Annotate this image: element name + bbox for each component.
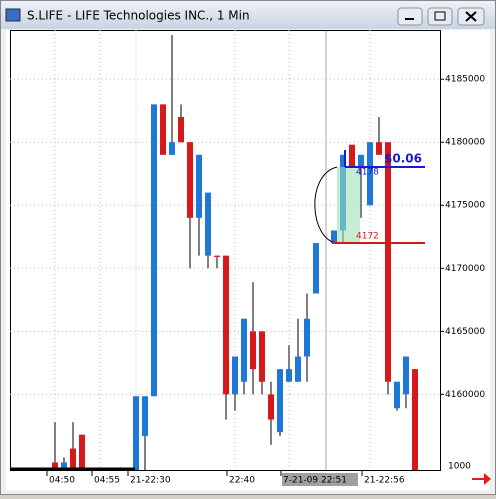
x-tick-label: 21-22:56: [364, 476, 405, 486]
candle-body: [205, 192, 211, 256]
x-tick-label: 7-21-09 22:51: [283, 476, 347, 486]
x-tick-label: 21-22:30: [130, 476, 171, 486]
candle-body: [151, 104, 157, 397]
close-icon: [465, 11, 477, 22]
candle-body: [214, 255, 220, 257]
candle-body: [142, 396, 148, 436]
candle-body: [304, 318, 310, 357]
window-buttons[interactable]: [397, 7, 485, 26]
candle-body: [61, 462, 67, 470]
minimize-button[interactable]: [397, 7, 423, 26]
selection-outline: [314, 166, 338, 244]
candle-body: [403, 356, 409, 395]
candle-body: [52, 462, 58, 470]
x-tick-label: 04:50: [49, 476, 75, 486]
candle-body: [277, 369, 283, 433]
maximize-icon: [434, 11, 446, 21]
candle-body: [331, 230, 337, 244]
candle-body: [358, 154, 364, 168]
candle-body: [187, 142, 193, 218]
candle-body: [376, 142, 382, 155]
y-tick-label: 4165000: [445, 327, 485, 337]
annotation: 4172: [356, 232, 379, 242]
candle-body: [349, 144, 355, 168]
candle-body: [160, 104, 166, 155]
candle-body: [241, 318, 247, 382]
candle-body: [169, 142, 175, 155]
candle-body: [250, 331, 256, 370]
cursor-label-bg: [282, 473, 358, 486]
candle-body: [367, 142, 373, 206]
candle-body: [259, 331, 265, 382]
maximize-button[interactable]: [427, 7, 453, 26]
x-tick-label: 04:55: [94, 476, 120, 486]
candle-body: [295, 356, 301, 382]
candle-body: [313, 243, 319, 294]
y-tick-label: 4180000: [445, 138, 485, 148]
y-tick-label: 4185000: [445, 75, 485, 85]
x-tick-label: 22:40: [229, 476, 255, 486]
y-tick-label: 4160000: [445, 390, 485, 400]
candle-body: [394, 381, 400, 409]
candle-body: [196, 154, 202, 218]
candle-body: [232, 356, 238, 395]
candle-body: [133, 396, 139, 470]
app-icon: [5, 8, 21, 22]
y-tick-label: 4175000: [445, 201, 485, 211]
scroll-arrow[interactable]: [472, 473, 491, 485]
volume-scale: 1000: [448, 462, 471, 472]
annotation: 4178: [356, 168, 379, 178]
window-title: S.LIFE - LIFE Technologies INC., 1 Min: [27, 9, 250, 23]
y-tick-label: 4170000: [445, 264, 485, 274]
candle-body: [385, 142, 391, 382]
candle-body: [178, 116, 184, 143]
annotation: $0.06: [384, 152, 422, 166]
candle-body: [79, 434, 85, 470]
candle-body: [286, 369, 292, 382]
candle-body: [412, 369, 418, 470]
candle-body: [70, 448, 76, 470]
candle-body: [223, 255, 229, 395]
selection-box: [337, 167, 360, 243]
candle-body: [268, 394, 274, 420]
